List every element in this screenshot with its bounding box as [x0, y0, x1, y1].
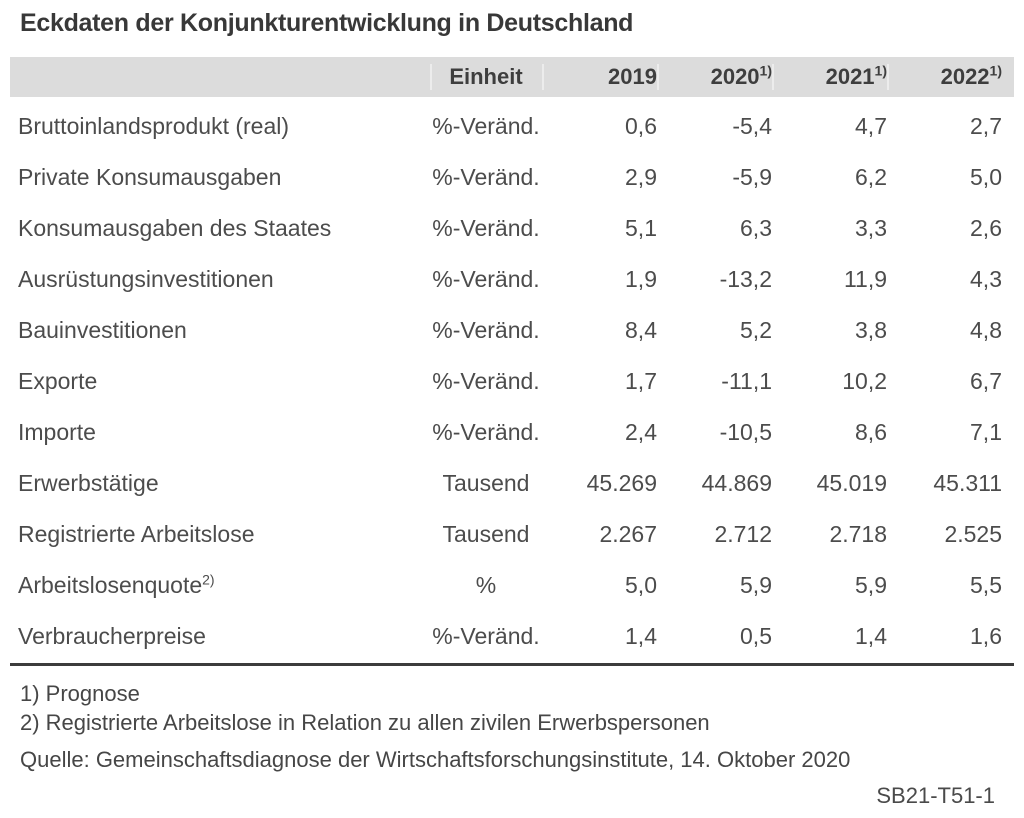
figure-title: Eckdaten der Konjunkturentwicklung in De… [20, 9, 634, 37]
table-bottom-rule [10, 663, 1014, 666]
footnote-marker: 1) [989, 62, 1002, 79]
footnote-marker: 1) [874, 62, 887, 79]
row-label: Exporte [18, 368, 98, 394]
row-value: 0,5 [740, 623, 772, 649]
row-label: Arbeitslosenquote2) [18, 571, 215, 598]
table-row: Importe %-Veränd. 2,4 -10,5 8,6 7,1 [10, 407, 1014, 458]
row-label: Bruttoinlandsprodukt (real) [18, 113, 290, 139]
table-row: Exporte %-Veränd. 1,7 -11,1 10,2 6,7 [10, 356, 1014, 407]
row-value: 0,6 [625, 113, 657, 139]
footnote-prognose: 1) Prognose [20, 681, 140, 706]
header-year-cell: 20221) [887, 64, 1002, 90]
row-value: 45.019 [816, 470, 887, 496]
table-row: Registrierte Arbeitslose Tausend 2.267 2.… [10, 509, 1014, 560]
row-value: 45.269 [586, 470, 657, 496]
row-unit: %-Veränd. [432, 317, 540, 343]
row-label: Private Konsumausgaben [18, 164, 282, 190]
row-value: 8,4 [625, 317, 657, 343]
row-unit: Tausend [442, 470, 530, 496]
row-value: 1,6 [970, 623, 1002, 649]
row-value: 2.525 [944, 521, 1002, 547]
row-value: 2,4 [625, 419, 657, 445]
row-unit: %-Veränd. [432, 113, 540, 139]
header-year-cell: 2019 [542, 64, 657, 90]
row-unit: % [475, 572, 497, 598]
header-year-cell: 20201) [657, 64, 772, 90]
footnotes-block: 1) Prognose 2) Registrierte Arbeitslose … [20, 679, 1024, 737]
row-value: 4,7 [855, 113, 887, 139]
row-value: 44.869 [701, 470, 772, 496]
row-value: 2.267 [599, 521, 657, 547]
row-value: 2,7 [970, 113, 1002, 139]
row-value: -13,2 [719, 266, 772, 292]
data-table: Einheit 2019 20201) 20211) 20221) Brutto… [10, 57, 1014, 662]
row-value: 5,0 [625, 572, 657, 598]
row-value: 1,4 [625, 623, 657, 649]
row-value: 3,3 [855, 215, 887, 241]
row-value: -5,9 [732, 164, 772, 190]
row-value: 6,7 [970, 368, 1002, 394]
table-row: Private Konsumausgaben %-Veränd. 2,9 -5,9… [10, 152, 1014, 203]
row-value: -11,1 [721, 368, 772, 394]
row-value: 11,9 [843, 266, 887, 292]
header-unit-cell: Einheit [430, 64, 542, 90]
row-value: 4,3 [970, 266, 1002, 292]
table-row: Erwerbstätige Tausend 45.269 44.869 45.019… [10, 458, 1014, 509]
row-unit: %-Veränd. [432, 164, 540, 190]
row-unit: %-Veränd. [432, 266, 540, 292]
row-value: 2.718 [829, 521, 887, 547]
row-value: 8,6 [855, 419, 887, 445]
row-value: 1,9 [625, 266, 657, 292]
table-row: Bauinvestitionen %-Veränd. 8,4 5,2 3,8 4,8 [10, 305, 1014, 356]
table-row: Bruttoinlandsprodukt (real) %-Veränd. 0,… [10, 101, 1014, 152]
figure-code: SB21-T51-1 [876, 783, 995, 808]
row-value: 6,3 [740, 215, 772, 241]
row-value: 5,5 [970, 572, 1002, 598]
row-value: 1,4 [855, 623, 887, 649]
row-value: 2.712 [714, 521, 772, 547]
row-label: Ausrüstungsinvestitionen [18, 266, 274, 292]
table-header-row: Einheit 2019 20201) 20211) 20221) [10, 57, 1014, 97]
table-body: Bruttoinlandsprodukt (real) %-Veränd. 0,… [10, 97, 1014, 662]
row-value: 10,2 [842, 368, 887, 394]
row-label: Konsumausgaben des Staates [18, 215, 332, 241]
row-value: -5,4 [732, 113, 772, 139]
row-value: -10,5 [719, 419, 772, 445]
row-value: 3,8 [855, 317, 887, 343]
table-row: Konsumausgaben des Staates %-Veränd. 5,1… [10, 203, 1014, 254]
row-unit: %-Veränd. [432, 623, 540, 649]
table-row: Verbraucherpreise %-Veränd. 1,4 0,5 1,4 1,6 [10, 611, 1014, 662]
row-value: 4,8 [970, 317, 1002, 343]
row-value: 5,0 [970, 164, 1002, 190]
row-unit: %-Veränd. [432, 368, 540, 394]
footnote-marker: 2) [202, 571, 215, 588]
row-value: 1,7 [625, 368, 657, 394]
footnote-arbeitslose: 2) Registrierte Arbeitslose in Relation … [20, 710, 710, 735]
table-row: Arbeitslosenquote2) % 5,0 5,9 5,9 5,5 [10, 560, 1014, 611]
row-label: Importe [18, 419, 96, 445]
row-unit: Tausend [442, 521, 530, 547]
row-value: 2,6 [970, 215, 1002, 241]
footnote-marker: 1) [759, 62, 772, 79]
row-value: 5,9 [740, 572, 772, 598]
row-unit: %-Veränd. [432, 215, 540, 241]
row-value: 2,9 [625, 164, 657, 190]
row-value: 5,2 [740, 317, 772, 343]
row-unit: %-Veränd. [432, 419, 540, 445]
row-value: 7,1 [970, 419, 1002, 445]
table-row: Ausrüstungsinvestitionen %-Veränd. 1,9 -1… [10, 254, 1014, 305]
header-year-cell: 20211) [772, 64, 887, 90]
row-value: 45.311 [933, 470, 1002, 496]
row-label: Bauinvestitionen [18, 317, 187, 343]
row-value: 6,2 [855, 164, 887, 190]
row-label: Verbraucherpreise [18, 623, 206, 649]
row-value: 5,1 [625, 215, 657, 241]
row-label: Erwerbstätige [18, 470, 159, 496]
source-line: Quelle: Gemeinschaftsdiagnose der Wirtsc… [20, 747, 851, 772]
row-value: 5,9 [855, 572, 887, 598]
row-label: Registrierte Arbeitslose [18, 521, 255, 547]
